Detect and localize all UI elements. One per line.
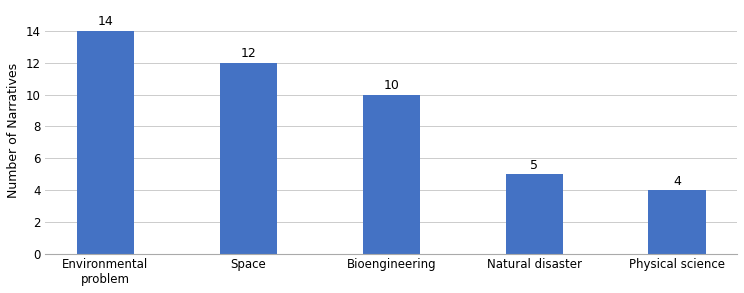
Bar — [505, 174, 562, 254]
Text: 4: 4 — [673, 175, 681, 188]
Text: 14: 14 — [97, 16, 113, 28]
Y-axis label: Number of Narratives: Number of Narratives — [7, 63, 20, 198]
Text: 12: 12 — [240, 47, 256, 60]
Bar — [77, 31, 134, 254]
Text: 10: 10 — [383, 79, 399, 92]
Bar — [649, 190, 705, 254]
Text: 5: 5 — [530, 159, 538, 172]
Bar — [219, 63, 277, 254]
Bar — [362, 95, 420, 254]
